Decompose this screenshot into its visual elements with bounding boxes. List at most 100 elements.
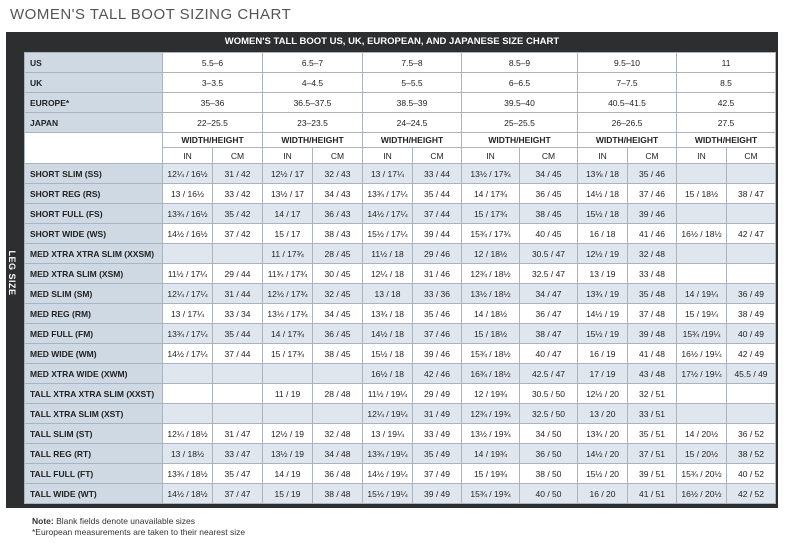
size-cell: 13½ / 18½ (461, 283, 520, 304)
empty-cell (262, 403, 313, 424)
measure-header: WIDTH/HEIGHT (162, 132, 263, 148)
size-cell: 13 / 17¼ (362, 163, 413, 184)
size-cell: 39 / 48 (627, 323, 677, 344)
side-label: LEG SIZE (7, 250, 17, 296)
size-cell: 23–23.5 (262, 112, 363, 133)
size-cell: 33 / 47 (212, 443, 263, 464)
row-label: MED SLIM (SM) (24, 283, 163, 304)
size-cell: 15 / 17¾ (461, 203, 520, 224)
row-label: UK (24, 72, 163, 93)
unit-label: CM (725, 147, 777, 164)
size-cell: 29 / 44 (212, 263, 263, 284)
size-cell: 36 / 45 (312, 323, 363, 344)
size-cell: 34 / 43 (312, 183, 363, 204)
size-cell: 7.5–8 (362, 52, 462, 73)
size-cell: 14 / 17¾ (262, 323, 313, 344)
size-cell: 11½ / 18 (362, 243, 413, 264)
size-cell: 32 / 51 (627, 383, 677, 404)
size-cell: 31 / 44 (212, 283, 263, 304)
size-cell: 42.5 (675, 92, 777, 113)
empty-cell (312, 403, 363, 424)
size-cell: 12¼ / 18½ (162, 423, 213, 444)
size-cell: 16½ / 18 (362, 363, 413, 384)
row-label: MED FULL (FM) (24, 323, 163, 344)
size-cell: 36 / 45 (519, 183, 578, 204)
size-cell: 41 / 46 (627, 223, 677, 244)
size-row: UK 3–3.5 4–4.5 5–5.5 6–6.5 7–7.5 8.5 (24, 72, 777, 93)
size-cell: 39 / 46 (412, 343, 462, 364)
data-row: MED XTRA SLIM (XSM) 11½ / 17¼ 29 / 44 11¾ /… (24, 263, 777, 284)
data-row: MED FULL (FM) 13¾ / 17¼ 35 / 44 14 / 17¾ 36 … (24, 323, 777, 344)
size-cell: 6.5–7 (262, 52, 363, 73)
size-cell: 13¾ / 16½ (162, 203, 213, 224)
size-cell: 41 / 51 (627, 483, 677, 504)
size-cell: 6–6.5 (461, 72, 578, 93)
blank-cell (24, 132, 163, 164)
size-cell: 37 / 49 (412, 463, 462, 484)
size-cell: 38 / 49 (725, 303, 777, 324)
unit-row: IN CM IN CM IN CM IN CM IN CM IN CM (25, 147, 777, 164)
empty-cell (262, 363, 313, 384)
size-cell: 35 / 42 (212, 203, 263, 224)
size-cell: 40 / 47 (519, 343, 578, 364)
size-cell: 13¾ / 20 (577, 423, 628, 444)
size-row: US 5.5–6 6.5–7 7.5–8 8.5–9 9.5–10 11 (24, 52, 777, 73)
empty-cell (676, 403, 727, 424)
size-cell: 11¾ / 17¾ (262, 263, 313, 284)
size-cell: 27.5 (675, 112, 777, 133)
row-label: TALL REG (RT) (24, 443, 163, 464)
size-cell: 11 / 17¾ (262, 243, 313, 264)
size-cell: 12 / 19¾ (461, 383, 520, 404)
size-table: US 5.5–6 6.5–7 7.5–8 8.5–9 9.5–10 11 UK 3–3.5 4–4… (24, 52, 777, 504)
size-cell: 32 / 43 (312, 163, 363, 184)
size-cell: 38 / 45 (312, 343, 363, 364)
size-cell: 17 / 19 (577, 363, 628, 384)
row-label: TALL XTRA SLIM (XST) (24, 403, 163, 424)
size-cell: 15 / 19 (262, 483, 313, 504)
size-cell: 40 / 45 (519, 223, 578, 244)
size-cell: 14 / 17¾ (461, 183, 520, 204)
size-cell: 8.5 (675, 72, 777, 93)
row-label: MED XTRA WIDE (XWM) (24, 363, 163, 384)
row-label: SHORT FULL (FS) (24, 203, 163, 224)
empty-cell (676, 243, 727, 264)
size-cell: 38 / 47 (519, 323, 578, 344)
size-cell: 15 / 18½ (676, 183, 727, 204)
size-cell: 12¼ / 16½ (162, 163, 213, 184)
size-cell: 33 / 51 (627, 403, 677, 424)
size-cell: 36 / 50 (519, 443, 578, 464)
size-cell: 25–25.5 (461, 112, 578, 133)
empty-cell (676, 163, 727, 184)
size-cell: 29 / 49 (412, 383, 462, 404)
data-row: TALL FULL (FT) 13¾ / 18½ 35 / 47 14 / 19 36 … (24, 463, 777, 484)
size-cell: 14½ / 18½ (162, 483, 213, 504)
unit-label: IN (676, 147, 727, 164)
empty-cell (725, 243, 777, 264)
size-cell: 15½ / 18 (577, 203, 628, 224)
empty-cell (725, 263, 777, 284)
page-title: WOMEN'S TALL BOOT SIZING CHART (10, 6, 292, 23)
size-cell: 32.5 / 50 (519, 403, 578, 424)
empty-cell (162, 243, 213, 264)
size-cell: 9.5–10 (577, 52, 677, 73)
size-cell: 37 / 51 (627, 443, 677, 464)
unit-label: IN (262, 147, 313, 164)
size-cell: 14 / 19¾ (461, 443, 520, 464)
size-cell: 7–7.5 (577, 72, 677, 93)
size-cell: 45.5 / 49 (725, 363, 777, 384)
size-cell: 15 / 17 (262, 223, 313, 244)
size-cell: 16½ / 18½ (676, 223, 727, 244)
size-cell: 28 / 45 (312, 243, 363, 264)
size-cell: 14 / 18½ (461, 303, 520, 324)
unit-label: IN (461, 147, 520, 164)
size-cell: 13 / 19¼ (362, 423, 413, 444)
size-cell: 36 / 49 (725, 283, 777, 304)
size-cell: 14½ / 17¼ (162, 343, 213, 364)
size-cell: 28 / 48 (312, 383, 363, 404)
size-cell: 40.5–41.5 (577, 92, 677, 113)
measure-header: WIDTH/HEIGHT (262, 132, 363, 148)
row-label: EUROPE* (24, 92, 163, 113)
size-cell: 11 / 19 (262, 383, 313, 404)
size-cell: 39 / 49 (412, 483, 462, 504)
size-cell: 33 / 42 (212, 183, 263, 204)
